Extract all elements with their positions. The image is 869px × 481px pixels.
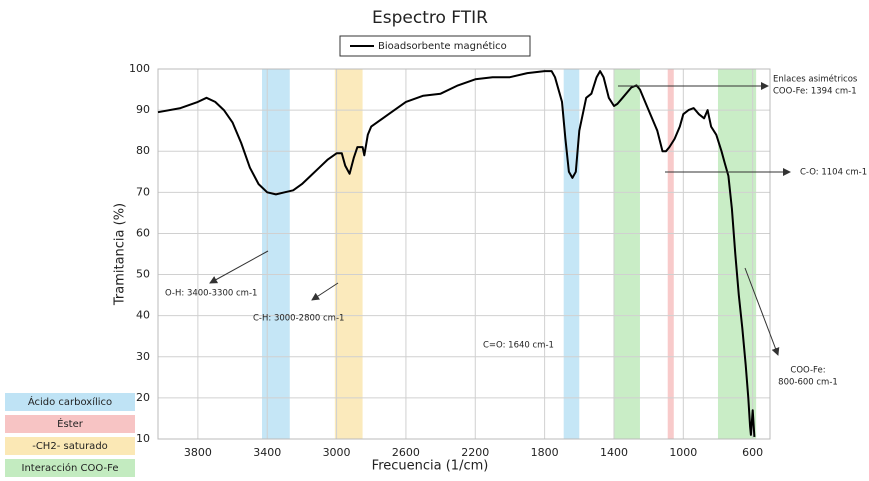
band <box>613 69 640 439</box>
band-legend-label: Interacción COO-Fe <box>22 462 119 474</box>
annotation: C-H: 3000-2800 cm-1 <box>253 314 344 324</box>
band <box>667 69 674 439</box>
annotation-arrow <box>744 267 780 356</box>
x-tick-label: 1000 <box>669 446 697 459</box>
annotation-arrow <box>209 250 269 284</box>
annotation: Enlaces asimétricos <box>773 74 858 85</box>
y-tick-label: 20 <box>136 391 150 404</box>
band-legend-swatch <box>5 415 135 433</box>
y-tick-label: 90 <box>136 103 150 116</box>
band-legend-label: Éster <box>57 417 84 430</box>
y-tick-label: 10 <box>136 432 150 445</box>
y-tick-label: 40 <box>136 309 150 322</box>
y-axis-label: Tramitancia (%) <box>113 203 128 306</box>
y-tick-label: 100 <box>129 62 150 75</box>
x-tick-label: 2200 <box>461 446 489 459</box>
band-legend-label: -CH2- saturado <box>32 441 108 452</box>
band <box>717 69 757 439</box>
annotation: C=O: 1640 cm-1 <box>483 341 554 351</box>
y-tick-label: 30 <box>136 350 150 363</box>
annotation: C-O: 1104 cm-1 <box>800 168 867 178</box>
band-legend-swatch <box>5 437 135 455</box>
band-legend-swatch <box>5 459 135 477</box>
band <box>334 69 363 439</box>
y-tick-label: 60 <box>136 226 150 239</box>
annotation-arrow <box>311 282 339 301</box>
legend-label: Bioadsorbente magnético <box>378 40 507 52</box>
band-legend-swatch <box>5 393 135 411</box>
x-tick-label: 1400 <box>600 446 628 459</box>
y-tick-label: 50 <box>136 268 150 281</box>
band <box>563 69 580 439</box>
band-legend-label: Ácido carboxílico <box>28 395 112 408</box>
y-tick-label: 70 <box>136 185 150 198</box>
x-axis-label: Frecuencia (1/cm) <box>372 459 489 474</box>
annotation: O-H: 3400-3300 cm-1 <box>165 289 257 299</box>
plot-frame <box>157 68 771 440</box>
x-tick-label: 3400 <box>253 446 281 459</box>
x-tick-label: 2600 <box>392 446 420 459</box>
legend-box <box>339 35 531 57</box>
x-tick-label: 3800 <box>184 446 212 459</box>
chart-title: Espectro FTIR <box>372 8 488 28</box>
annotation: 800-600 cm-1 <box>778 378 838 388</box>
annotation: COO-Fe: <box>790 366 825 376</box>
x-tick-label: 600 <box>742 446 763 459</box>
x-tick-label: 3000 <box>323 446 351 459</box>
band <box>262 69 290 439</box>
x-tick-label: 1800 <box>531 446 559 459</box>
annotation: COO-Fe: 1394 cm-1 <box>773 87 857 97</box>
y-tick-label: 80 <box>136 144 150 157</box>
series-line <box>157 70 756 437</box>
